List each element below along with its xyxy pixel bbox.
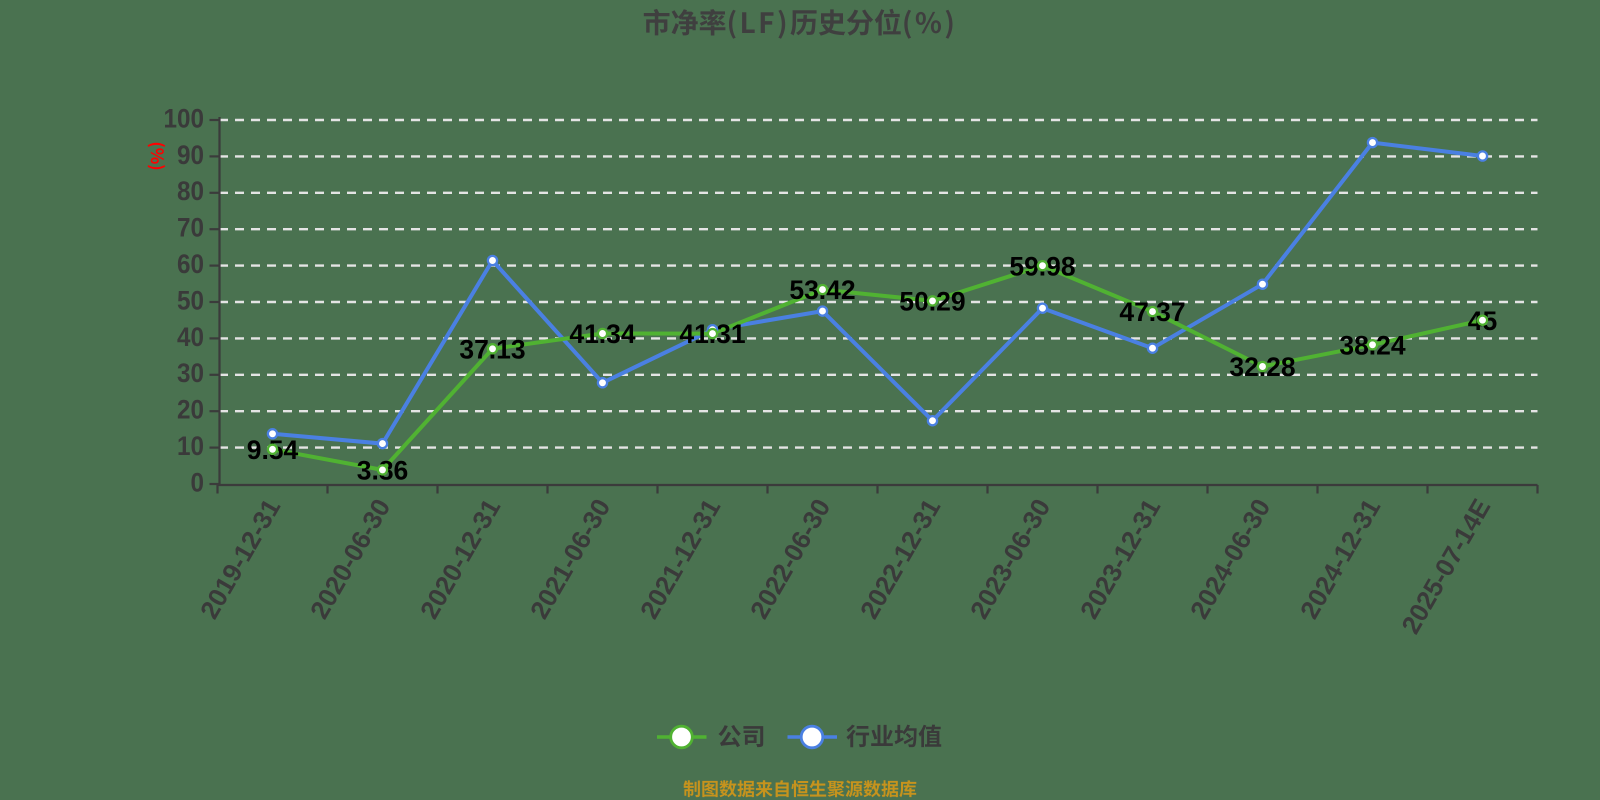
svg-text:30: 30 bbox=[177, 358, 204, 388]
svg-text:20: 20 bbox=[177, 395, 204, 425]
svg-text:0: 0 bbox=[191, 467, 205, 497]
svg-text:70: 70 bbox=[177, 213, 204, 243]
svg-text:60: 60 bbox=[177, 249, 204, 279]
svg-text:10: 10 bbox=[177, 431, 204, 461]
svg-text:50: 50 bbox=[177, 285, 204, 315]
svg-text:100: 100 bbox=[164, 103, 205, 133]
svg-text:90: 90 bbox=[177, 140, 204, 170]
svg-text:40: 40 bbox=[177, 322, 204, 352]
svg-text:80: 80 bbox=[177, 176, 204, 206]
